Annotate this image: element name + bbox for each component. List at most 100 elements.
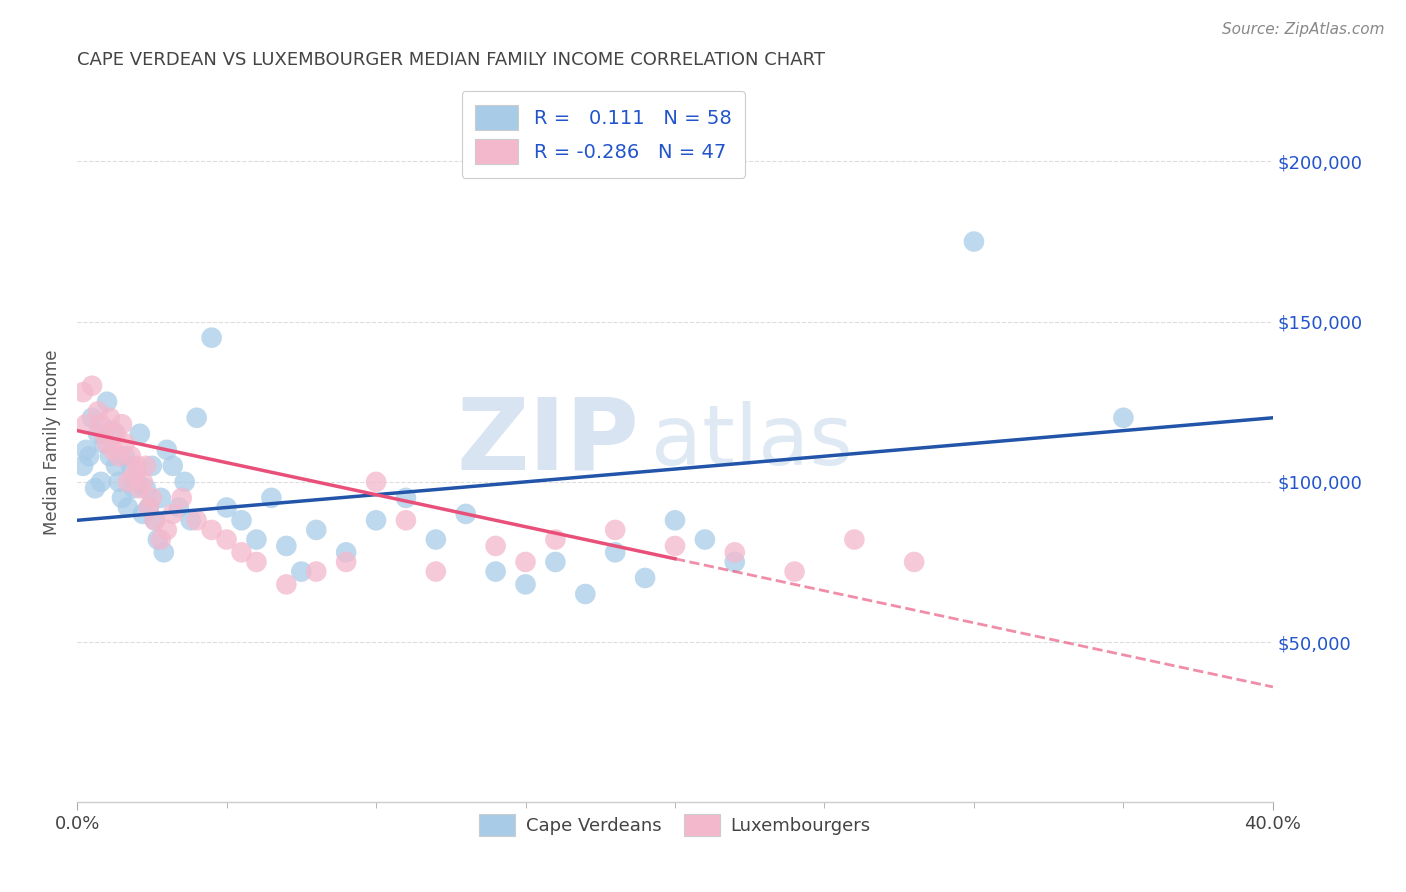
Point bbox=[276, 539, 298, 553]
Point bbox=[425, 565, 447, 579]
Text: CAPE VERDEAN VS LUXEMBOURGER MEDIAN FAMILY INCOME CORRELATION CHART: CAPE VERDEAN VS LUXEMBOURGER MEDIAN FAMI… bbox=[77, 51, 825, 69]
Point bbox=[515, 577, 537, 591]
Point bbox=[201, 523, 224, 537]
Point bbox=[305, 565, 328, 579]
Point bbox=[454, 507, 477, 521]
Point bbox=[132, 475, 155, 489]
Point bbox=[96, 394, 118, 409]
Point bbox=[844, 533, 866, 547]
Point bbox=[72, 458, 94, 473]
Point bbox=[125, 475, 148, 489]
Point bbox=[120, 458, 142, 473]
Point bbox=[364, 475, 387, 489]
Point bbox=[215, 500, 238, 515]
Point bbox=[231, 545, 253, 559]
Point bbox=[544, 555, 567, 569]
Point bbox=[93, 436, 115, 450]
Point bbox=[276, 577, 298, 591]
Point bbox=[170, 491, 193, 505]
Point bbox=[122, 481, 145, 495]
Point bbox=[101, 424, 124, 438]
Point bbox=[231, 513, 253, 527]
Point bbox=[117, 475, 139, 489]
Point bbox=[128, 481, 150, 495]
Point bbox=[783, 565, 806, 579]
Point bbox=[114, 436, 136, 450]
Point bbox=[149, 533, 172, 547]
Point bbox=[122, 468, 145, 483]
Point bbox=[305, 523, 328, 537]
Point bbox=[77, 449, 100, 463]
Point bbox=[215, 533, 238, 547]
Point bbox=[104, 426, 127, 441]
Point bbox=[114, 449, 136, 463]
Point bbox=[132, 507, 155, 521]
Point bbox=[143, 513, 166, 527]
Point bbox=[634, 571, 657, 585]
Point bbox=[395, 513, 418, 527]
Point bbox=[138, 500, 160, 515]
Point bbox=[544, 533, 567, 547]
Point bbox=[111, 417, 134, 432]
Point bbox=[245, 533, 267, 547]
Point bbox=[335, 545, 357, 559]
Point bbox=[143, 513, 166, 527]
Point bbox=[162, 458, 184, 473]
Point bbox=[260, 491, 283, 505]
Point bbox=[152, 545, 174, 559]
Point bbox=[75, 442, 97, 457]
Point bbox=[101, 442, 124, 457]
Point bbox=[125, 458, 148, 473]
Text: atlas: atlas bbox=[651, 401, 853, 483]
Point bbox=[425, 533, 447, 547]
Point bbox=[96, 436, 118, 450]
Point bbox=[156, 523, 179, 537]
Point bbox=[108, 449, 131, 463]
Point bbox=[515, 555, 537, 569]
Point bbox=[98, 449, 121, 463]
Point bbox=[693, 533, 716, 547]
Point bbox=[335, 555, 357, 569]
Point bbox=[141, 491, 163, 505]
Point bbox=[664, 513, 686, 527]
Point bbox=[724, 545, 747, 559]
Point bbox=[80, 378, 103, 392]
Point bbox=[156, 442, 179, 457]
Point bbox=[605, 523, 627, 537]
Point bbox=[117, 500, 139, 515]
Point bbox=[167, 500, 190, 515]
Point bbox=[135, 481, 157, 495]
Point bbox=[173, 475, 195, 489]
Point bbox=[87, 426, 110, 441]
Point bbox=[104, 458, 127, 473]
Point bbox=[108, 475, 131, 489]
Point bbox=[724, 555, 747, 569]
Point bbox=[201, 331, 224, 345]
Point bbox=[141, 458, 163, 473]
Point bbox=[186, 410, 208, 425]
Point bbox=[98, 410, 121, 425]
Point bbox=[90, 475, 112, 489]
Point bbox=[963, 235, 986, 249]
Point bbox=[186, 513, 208, 527]
Point bbox=[1112, 410, 1135, 425]
Point bbox=[90, 417, 112, 432]
Point bbox=[395, 491, 418, 505]
Point bbox=[149, 491, 172, 505]
Point bbox=[135, 458, 157, 473]
Point bbox=[485, 539, 508, 553]
Point bbox=[485, 565, 508, 579]
Point bbox=[87, 404, 110, 418]
Point bbox=[146, 533, 169, 547]
Point bbox=[574, 587, 596, 601]
Point bbox=[664, 539, 686, 553]
Point bbox=[80, 410, 103, 425]
Point bbox=[75, 417, 97, 432]
Point bbox=[162, 507, 184, 521]
Point bbox=[903, 555, 925, 569]
Point bbox=[111, 491, 134, 505]
Point bbox=[364, 513, 387, 527]
Point bbox=[84, 481, 107, 495]
Point bbox=[245, 555, 267, 569]
Point bbox=[180, 513, 202, 527]
